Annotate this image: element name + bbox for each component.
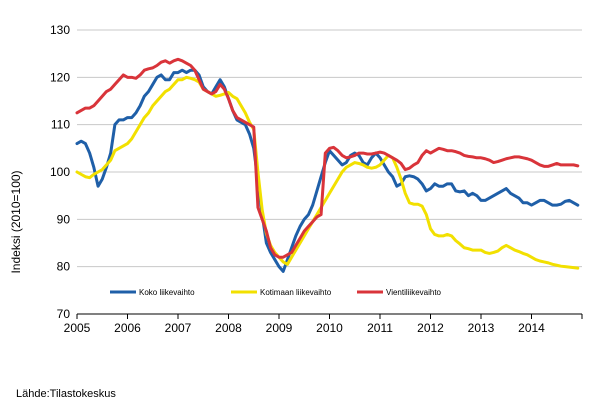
source-label: Lähde:Tilastokeskus (16, 388, 116, 400)
series-lines (75, 57, 580, 273)
x-tick-label: 2008 (215, 321, 242, 335)
legend-label: Vientiliikevaihto (386, 288, 442, 297)
legend-label: Koko liikevaihto (139, 288, 195, 297)
x-tick-label: 2013 (468, 321, 495, 335)
x-tick-label: 2009 (266, 321, 293, 335)
gridlines (77, 29, 582, 268)
series-line (75, 75, 580, 270)
y-tick-label: 70 (57, 307, 71, 321)
x-tick-label: 2007 (165, 321, 192, 335)
y-tick-label: 120 (50, 70, 70, 84)
x-tick-label: 2011 (367, 321, 393, 335)
x-tick-label: 2005 (64, 321, 91, 335)
series-line (75, 68, 580, 273)
axes: 70 80 90 100 110 120 130 2005 2006 2007 2008 2009 20… (50, 23, 583, 335)
x-tick-label: 2012 (417, 321, 444, 335)
y-tick-label: 110 (51, 118, 70, 132)
x-tick-label: 2014 (518, 321, 545, 335)
y-tick-label: 90 (57, 212, 71, 226)
y-tick-label: 100 (50, 165, 70, 179)
x-tick-label: 2006 (114, 321, 141, 335)
legend-label: Kotimaan liikevaihto (260, 288, 332, 297)
y-tick-label: 80 (57, 260, 71, 274)
legend: Koko liikevaihto Kotimaan liikevaihto Vien… (110, 288, 442, 297)
x-tick-label: 2010 (316, 321, 343, 335)
y-axis-label: Indeksi (2010=100) (9, 170, 23, 273)
series-line (75, 57, 580, 259)
y-tick-label: 130 (50, 23, 70, 37)
